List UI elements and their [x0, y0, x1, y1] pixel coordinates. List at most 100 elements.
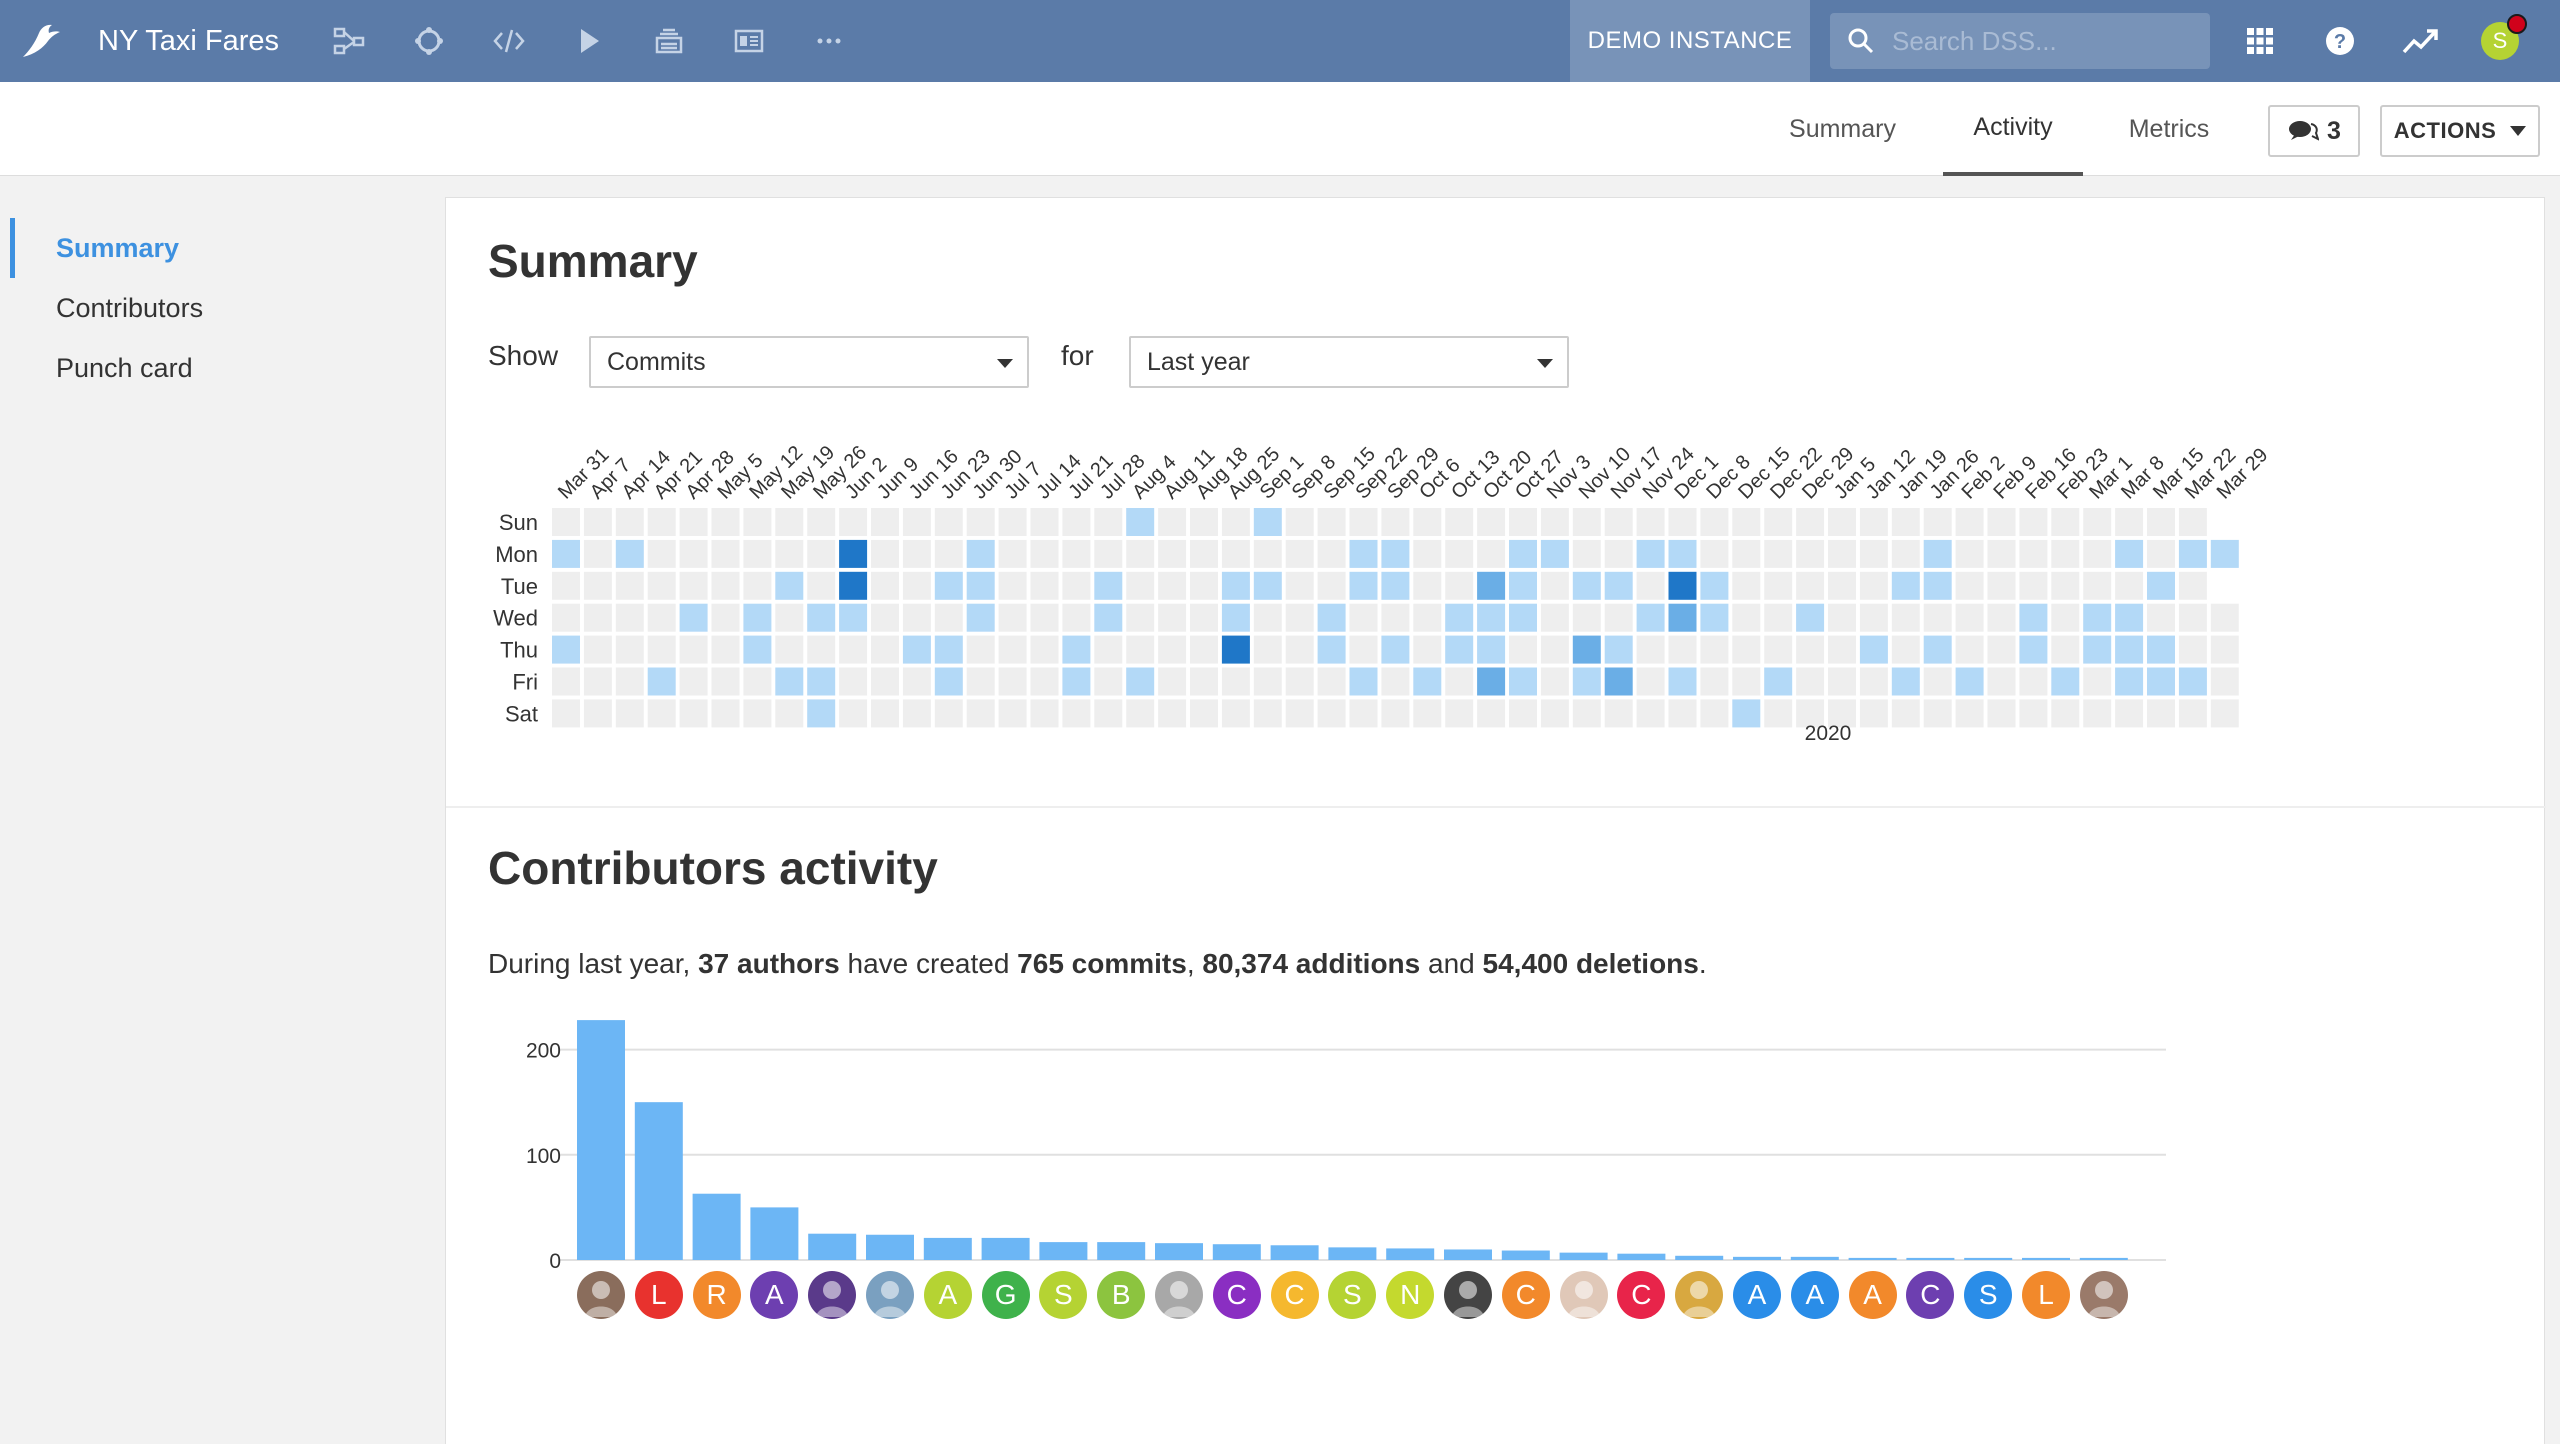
- heatmap-cell[interactable]: [1859, 508, 1888, 536]
- heatmap-cell[interactable]: [583, 667, 612, 696]
- contributor-avatar[interactable]: R: [692, 1271, 741, 1319]
- heatmap-cell[interactable]: [583, 603, 612, 632]
- heatmap-cell[interactable]: [1764, 539, 1793, 568]
- chart-bar[interactable]: [1617, 1253, 1666, 1260]
- heatmap-cell[interactable]: [1253, 667, 1282, 696]
- heatmap-cell[interactable]: [1285, 571, 1314, 600]
- heatmap-cell[interactable]: [2083, 603, 2112, 632]
- heatmap-cell[interactable]: [839, 603, 868, 632]
- heatmap-cell[interactable]: [966, 571, 995, 600]
- heatmap-cell[interactable]: [647, 699, 676, 728]
- heatmap-cell[interactable]: [775, 635, 804, 664]
- heatmap-cell[interactable]: [1094, 571, 1123, 600]
- heatmap-cell[interactable]: [615, 539, 644, 568]
- contributor-avatar[interactable]: S: [1328, 1271, 1377, 1319]
- heatmap-cell[interactable]: [2051, 539, 2080, 568]
- heatmap-cell[interactable]: [1477, 667, 1506, 696]
- trend-icon[interactable]: [2380, 0, 2460, 82]
- heatmap-cell[interactable]: [1955, 539, 1984, 568]
- heatmap-cell[interactable]: [1828, 635, 1856, 664]
- heatmap-cell[interactable]: [1509, 699, 1537, 728]
- heatmap-cell[interactable]: [1540, 635, 1569, 664]
- contributor-avatar[interactable]: N: [1386, 1271, 1435, 1319]
- heatmap-cell[interactable]: [2083, 635, 2112, 664]
- heatmap-cell[interactable]: [1796, 603, 1825, 632]
- heatmap-cell[interactable]: [647, 603, 676, 632]
- heatmap-cell[interactable]: [1221, 635, 1250, 664]
- heatmap-cell[interactable]: [1923, 635, 1952, 664]
- heatmap-cell[interactable]: [1923, 603, 1952, 632]
- heatmap-cell[interactable]: [1796, 699, 1825, 728]
- heatmap-cell[interactable]: [1764, 508, 1793, 536]
- heatmap-cell[interactable]: [1190, 603, 1218, 632]
- heatmap-cell[interactable]: [1062, 603, 1091, 632]
- chart-bar[interactable]: [1964, 1257, 2013, 1260]
- chart-bar[interactable]: [1559, 1252, 1608, 1260]
- heatmap-cell[interactable]: [2019, 699, 2048, 728]
- heatmap-cell[interactable]: [1636, 699, 1665, 728]
- heatmap-cell[interactable]: [583, 699, 612, 728]
- heatmap-cell[interactable]: [1030, 603, 1059, 632]
- heatmap-cell[interactable]: [1668, 667, 1697, 696]
- chart-bar[interactable]: [1386, 1248, 1435, 1260]
- heatmap-cell[interactable]: [1540, 699, 1569, 728]
- heatmap-cell[interactable]: [1859, 571, 1888, 600]
- heatmap-cell[interactable]: [1828, 508, 1856, 536]
- heatmap-cell[interactable]: [1158, 571, 1187, 600]
- heatmap-cell[interactable]: [2115, 603, 2144, 632]
- heatmap-cell[interactable]: [1221, 571, 1250, 600]
- tab-summary[interactable]: Summary: [1789, 114, 1896, 143]
- heatmap-cell[interactable]: [1381, 603, 1410, 632]
- heatmap-cell[interactable]: [1445, 667, 1474, 696]
- heatmap-cell[interactable]: [1668, 508, 1697, 536]
- heatmap-cell[interactable]: [934, 508, 963, 536]
- heatmap-cell[interactable]: [839, 571, 868, 600]
- contributor-avatar[interactable]: [866, 1271, 914, 1319]
- heatmap-cell[interactable]: [1604, 539, 1633, 568]
- heatmap-cell[interactable]: [1859, 699, 1888, 728]
- heatmap-cell[interactable]: [1732, 699, 1761, 728]
- heatmap-cell[interactable]: [1126, 667, 1155, 696]
- heatmap-cell[interactable]: [615, 635, 644, 664]
- chart-bar[interactable]: [1212, 1244, 1261, 1260]
- heatmap-cell[interactable]: [1445, 603, 1474, 632]
- heatmap-cell[interactable]: [902, 539, 931, 568]
- heatmap-cell[interactable]: [1349, 571, 1378, 600]
- heatmap-cell[interactable]: [1094, 539, 1123, 568]
- heatmap-cell[interactable]: [743, 667, 772, 696]
- heatmap-cell[interactable]: [1509, 539, 1537, 568]
- heatmap-cell[interactable]: [1221, 539, 1250, 568]
- heatmap-cell[interactable]: [1764, 571, 1793, 600]
- heatmap-cell[interactable]: [1126, 571, 1155, 600]
- user-avatar[interactable]: S: [2460, 0, 2540, 82]
- heatmap-cell[interactable]: [1190, 635, 1218, 664]
- heatmap-cell[interactable]: [2178, 699, 2207, 728]
- heatmap-cell[interactable]: [1859, 635, 1888, 664]
- heatmap-cell[interactable]: [1604, 571, 1633, 600]
- heatmap-cell[interactable]: [1509, 508, 1537, 536]
- heatmap-cell[interactable]: [1828, 571, 1856, 600]
- heatmap-cell[interactable]: [966, 539, 995, 568]
- heatmap-cell[interactable]: [552, 508, 580, 536]
- heatmap-cell[interactable]: [1604, 603, 1633, 632]
- heatmap-cell[interactable]: [966, 635, 995, 664]
- heatmap-cell[interactable]: [2019, 667, 2048, 696]
- heatmap-cell[interactable]: [871, 571, 899, 600]
- chart-bar[interactable]: [634, 1102, 683, 1260]
- heatmap-cell[interactable]: [807, 508, 836, 536]
- heatmap-cell[interactable]: [902, 571, 931, 600]
- heatmap-cell[interactable]: [1190, 508, 1218, 536]
- heatmap-cell[interactable]: [1764, 603, 1793, 632]
- chart-bar[interactable]: [1848, 1257, 1897, 1260]
- heatmap-cell[interactable]: [679, 603, 708, 632]
- heatmap-cell[interactable]: [1317, 508, 1346, 536]
- heatmap-cell[interactable]: [1413, 699, 1442, 728]
- heatmap-cell[interactable]: [1253, 699, 1282, 728]
- heatmap-cell[interactable]: [1094, 699, 1123, 728]
- heatmap-cell[interactable]: [1859, 667, 1888, 696]
- heatmap-cell[interactable]: [1764, 635, 1793, 664]
- dss-logo-icon[interactable]: [0, 0, 82, 82]
- chart-bar[interactable]: [1790, 1256, 1839, 1260]
- heatmap-cell[interactable]: [1030, 635, 1059, 664]
- heatmap-cell[interactable]: [1636, 635, 1665, 664]
